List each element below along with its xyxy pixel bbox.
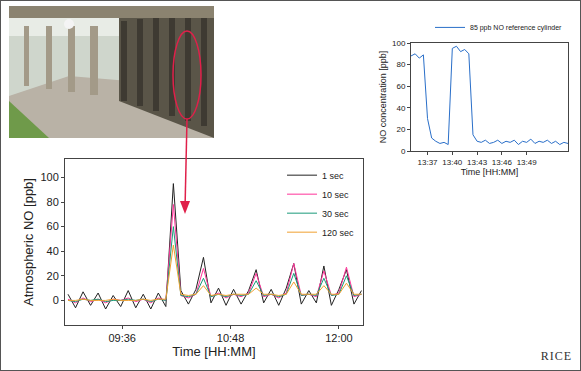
svg-text:0: 0 xyxy=(53,294,59,306)
svg-text:40: 40 xyxy=(396,104,405,113)
svg-text:13:40: 13:40 xyxy=(442,158,463,167)
svg-text:100: 100 xyxy=(40,171,58,183)
svg-text:13:43: 13:43 xyxy=(467,158,488,167)
svg-text:20: 20 xyxy=(396,125,405,134)
svg-text:100: 100 xyxy=(392,39,406,48)
svg-text:30 sec: 30 sec xyxy=(322,209,349,219)
svg-text:80: 80 xyxy=(396,60,405,69)
svg-text:40: 40 xyxy=(47,245,59,257)
svg-text:120 sec: 120 sec xyxy=(322,228,354,238)
svg-text:10:48: 10:48 xyxy=(217,332,245,344)
html-text:RICE: RICE xyxy=(540,349,572,363)
svg-text:13:37: 13:37 xyxy=(418,158,439,167)
svg-text:Atmospheric NO [ppb]: Atmospheric NO [ppb] xyxy=(21,178,36,306)
svg-text:60: 60 xyxy=(396,82,405,91)
svg-text:60: 60 xyxy=(47,220,59,232)
svg-text:85 ppb NO reference cylinder: 85 ppb NO reference cylinder xyxy=(470,24,562,32)
svg-text:13:46: 13:46 xyxy=(492,158,513,167)
svg-text:13:49: 13:49 xyxy=(517,158,538,167)
svg-text:20: 20 xyxy=(47,270,59,282)
svg-text:1 sec: 1 sec xyxy=(322,171,344,181)
svg-text:NO concentration [ppb]: NO concentration [ppb] xyxy=(378,51,388,144)
svg-text:80: 80 xyxy=(47,196,59,208)
svg-text:10 sec: 10 sec xyxy=(322,190,349,200)
svg-text:12:00: 12:00 xyxy=(325,332,353,344)
svg-text:09:36: 09:36 xyxy=(108,332,136,344)
svg-text:Time [HH:MM]: Time [HH:MM] xyxy=(461,167,519,177)
svg-text:Time [HH:MM]: Time [HH:MM] xyxy=(172,344,255,359)
svg-text:0: 0 xyxy=(401,147,406,156)
